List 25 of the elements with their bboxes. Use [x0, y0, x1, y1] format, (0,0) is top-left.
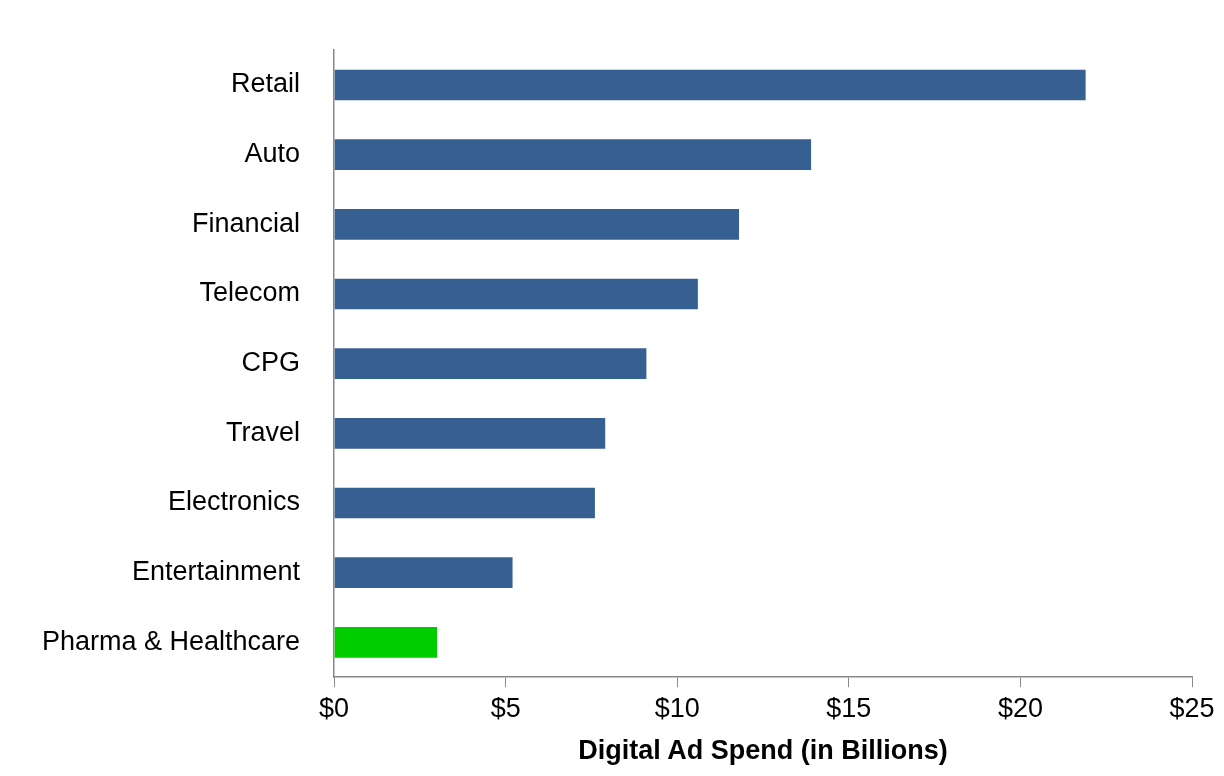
y-tick-label: Auto — [244, 138, 301, 169]
bar — [334, 209, 740, 240]
x-tick-label: $5 — [490, 692, 521, 723]
bar — [334, 348, 647, 380]
bar — [334, 557, 513, 589]
x-tick-label: $15 — [826, 692, 872, 723]
bar — [334, 418, 606, 449]
y-tick-label: Retail — [231, 68, 301, 99]
y-tick-label: Pharma & Healthcare — [42, 625, 301, 656]
y-tick-label: Entertainment — [132, 556, 301, 587]
y-tick-label: Financial — [192, 207, 301, 238]
y-tick-label: Travel — [226, 416, 301, 447]
y-tick-label: Telecom — [199, 277, 301, 308]
bar — [334, 487, 595, 519]
bar — [334, 139, 812, 171]
x-tick-label: $10 — [654, 692, 700, 723]
bar — [334, 278, 698, 310]
x-tick-label: $20 — [997, 692, 1043, 723]
x-axis-title: Digital Ad Spend (in Billions) — [578, 735, 948, 766]
y-tick-label: CPG — [241, 347, 301, 378]
y-tick-label: Electronics — [168, 486, 301, 517]
x-tick-label: $25 — [1169, 692, 1215, 723]
x-tick-label: $0 — [319, 692, 350, 723]
bar — [334, 69, 1086, 101]
bar — [334, 627, 438, 658]
